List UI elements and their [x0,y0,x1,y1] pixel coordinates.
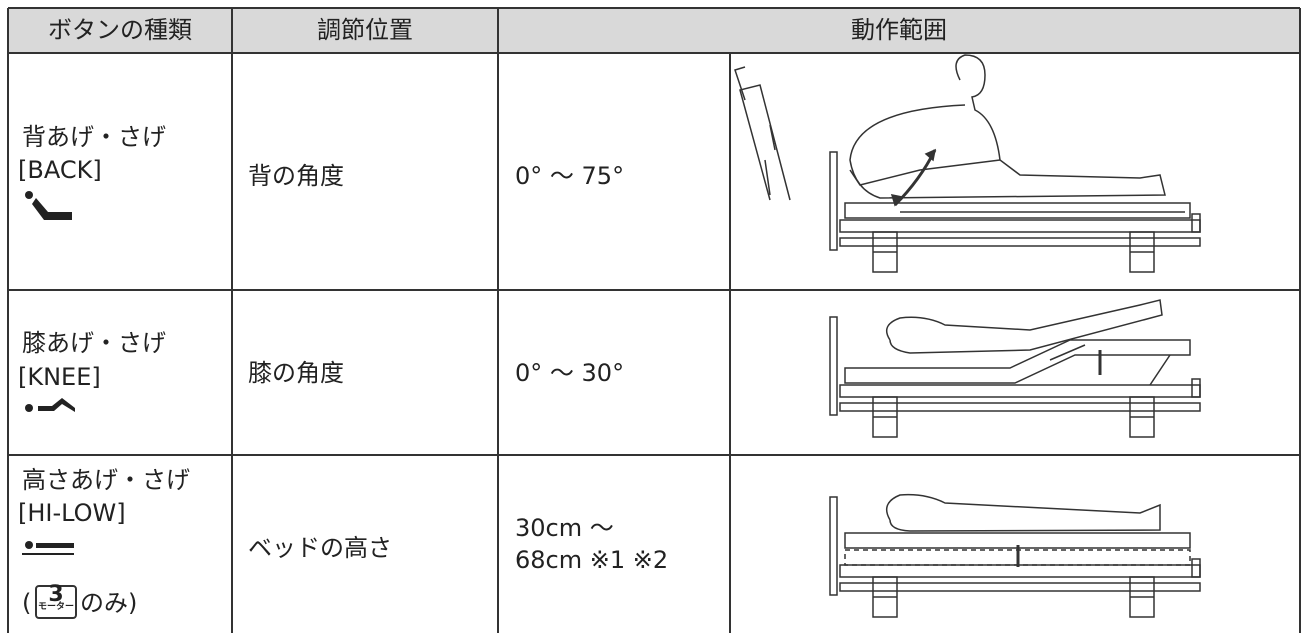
position: 背の角度 [248,162,344,190]
position: ベッドの高さ [248,534,392,562]
button-name: 膝あげ・さげ [22,329,166,357]
range: 68cm ※1 ※2 [515,546,669,574]
button-name: 背あげ・さげ [22,123,166,151]
badge [35,585,77,619]
badge-text: モーター [37,602,74,612]
range: 30cm ～ [515,514,614,542]
button-code: [KNEE] [18,363,101,391]
header-cell: 動作範囲 [851,16,947,44]
badge-number: 3 [48,582,64,607]
height-illustration [829,493,1201,618]
range: 0° ～ 30° [515,359,625,387]
header-cell: ボタンの種類 [48,16,192,44]
button-code: [BACK] [18,156,102,184]
back-illustration [734,54,1201,273]
knee-illustration [829,299,1201,438]
button-name: 高さあげ・さげ [22,466,190,494]
note-open: ( [22,589,32,617]
header-cell: 調節位置 [317,16,413,44]
button-icons [22,191,75,555]
note-close: のみ) [80,589,138,617]
range: 0° ～ 75° [515,162,625,190]
position: 膝の角度 [248,359,344,387]
button-code: [HI-LOW] [18,499,126,527]
